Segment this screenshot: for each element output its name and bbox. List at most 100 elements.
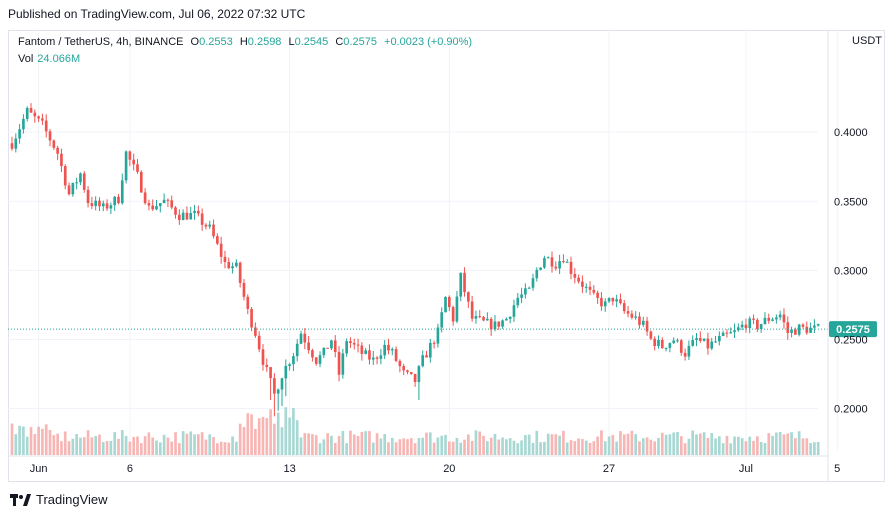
volume-bar: [288, 417, 291, 455]
volume-bar: [600, 430, 603, 455]
volume-bar: [295, 420, 299, 455]
volume-bar: [721, 443, 725, 455]
candle-body: [235, 262, 238, 267]
candle-body: [330, 340, 333, 349]
volume-bar: [261, 416, 265, 455]
volume-bar: [113, 432, 117, 455]
volume-bar: [48, 430, 52, 455]
candle-body: [809, 327, 812, 333]
time-axis[interactable]: Jun 6 13 20 27 Jul 5: [8, 455, 840, 475]
volume-bar: [29, 427, 33, 455]
candle-body: [79, 173, 82, 183]
volume-bar: [71, 438, 75, 455]
candle-body: [687, 345, 691, 357]
volume-bar: [314, 435, 318, 455]
candle-body: [497, 321, 501, 327]
volume-bar: [527, 434, 531, 455]
volume-bar: [432, 442, 436, 455]
candle-body: [756, 319, 759, 329]
candle-body: [390, 349, 394, 351]
volume-bar: [60, 441, 63, 455]
volume-bar: [660, 432, 664, 455]
candle-body: [98, 200, 101, 207]
volume-bar: [489, 437, 493, 455]
volume-bar: [333, 442, 337, 455]
candle-body: [398, 360, 402, 367]
volume-bar: [459, 442, 463, 455]
volume-bar: [117, 438, 120, 455]
candle-body: [524, 288, 527, 295]
price-axis[interactable]: 0.2000 0.2500 0.3000 0.3500 0.4000: [827, 30, 868, 482]
candle-body: [341, 353, 345, 375]
time-tick-label: 20: [443, 463, 455, 475]
volume-bar: [676, 431, 679, 455]
volume-bar: [238, 423, 242, 455]
candle-body: [197, 210, 200, 214]
volume-bar: [641, 438, 645, 455]
volume-bar: [18, 425, 21, 455]
volume-bar: [254, 428, 257, 455]
volume-bar: [619, 431, 622, 455]
volume-bar: [425, 432, 428, 455]
candle-body: [535, 269, 539, 279]
volume-bar: [539, 442, 542, 455]
volume-bar: [330, 435, 333, 455]
volume-bar: [109, 440, 113, 455]
candle-body: [273, 378, 276, 394]
candle-body: [14, 138, 18, 149]
volume-bar: [219, 441, 223, 455]
volume-bar: [501, 437, 504, 455]
candle-body: [318, 355, 322, 364]
candle-body: [288, 364, 291, 366]
candle-body: [322, 347, 326, 356]
candles: [10, 103, 820, 417]
volume-bar: [683, 443, 687, 455]
volume-bar: [208, 434, 212, 455]
price-tick-label: 0.2500: [834, 334, 868, 346]
candle-body: [588, 286, 592, 290]
volume-bar: [136, 436, 139, 455]
volume-value: 24.066M: [37, 53, 81, 65]
volume-bar: [596, 436, 599, 455]
price-chart[interactable]: 0.2575 0.2000 0.2500 0.3000 0.3500 0.4000 Ju…: [8, 30, 885, 482]
candle-body: [786, 322, 790, 333]
volume-bar: [615, 441, 618, 455]
volume-bar: [794, 438, 797, 455]
last-price-label: 0.2575: [836, 324, 870, 336]
volume-bar: [352, 434, 356, 455]
candle-body: [428, 342, 432, 358]
volume-bar: [33, 434, 37, 455]
volume-bar: [486, 441, 489, 455]
volume-bar: [151, 437, 155, 455]
volume-bar: [147, 432, 151, 455]
volume-bar: [474, 430, 478, 455]
candle-body: [775, 317, 778, 320]
volume-bar: [421, 437, 425, 455]
candle-body: [577, 277, 580, 282]
candle-body: [573, 273, 577, 278]
volume-bar: [691, 430, 695, 455]
volume-bar: [543, 441, 546, 455]
volume-bar: [86, 430, 90, 455]
candle-body: [455, 296, 459, 322]
candle-body: [52, 140, 56, 148]
candle-body: [219, 243, 223, 257]
candle-body: [771, 319, 774, 321]
volume-bar: [158, 442, 162, 455]
volume-bar: [710, 433, 714, 455]
candle-body: [63, 166, 67, 186]
volume-bar: [816, 442, 820, 455]
volume-bar: [737, 436, 740, 455]
volume-bar: [809, 442, 812, 455]
volume-bar: [44, 424, 48, 455]
candle-body: [805, 326, 809, 333]
volume-bar: [569, 440, 573, 455]
candle-body: [409, 372, 413, 374]
volume-bar: [467, 434, 470, 455]
tradingview-footer[interactable]: TradingView: [10, 492, 108, 507]
volume-bar: [360, 431, 364, 455]
volume-bar: [341, 430, 345, 455]
volume-bar: [752, 440, 755, 455]
candle-body: [444, 296, 447, 313]
candle-body: [600, 297, 603, 307]
